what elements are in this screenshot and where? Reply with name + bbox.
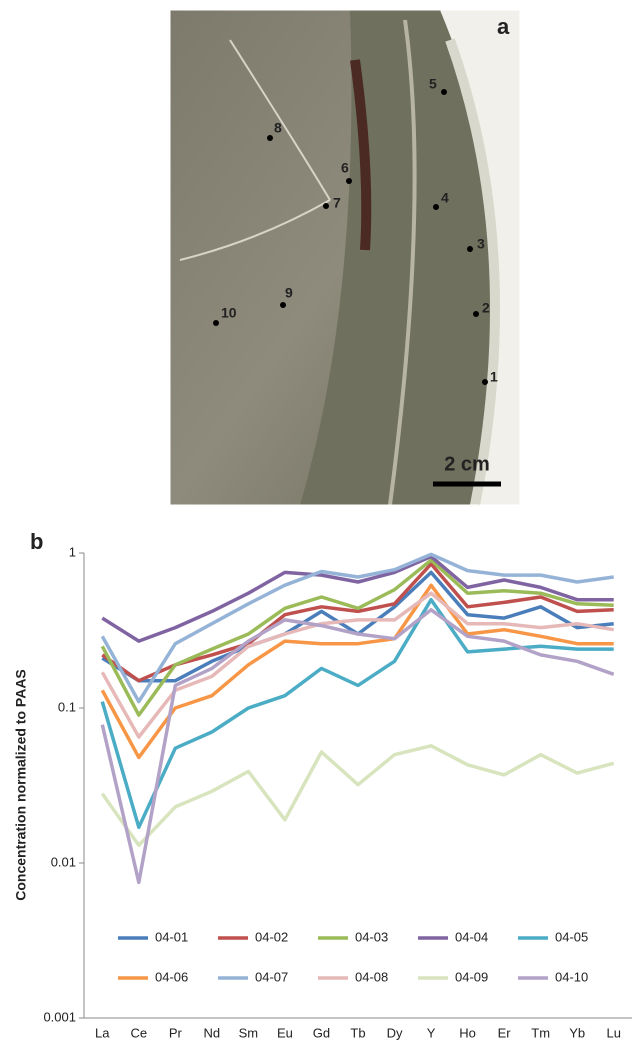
x-tick-label: Tm — [531, 1025, 550, 1040]
sample-dot — [267, 135, 273, 141]
sample-label: 2 — [482, 300, 490, 316]
x-tick-label: Y — [427, 1025, 436, 1040]
y-tick-label: 0.001 — [43, 1009, 76, 1024]
x-tick-label: Eu — [277, 1025, 293, 1040]
sample-label: 1 — [490, 369, 498, 385]
sample-label: 9 — [285, 285, 293, 301]
sample-label: 7 — [333, 195, 341, 211]
sample-dot — [280, 302, 286, 308]
x-tick-label: Ce — [130, 1025, 147, 1040]
x-tick-label: Dy — [387, 1025, 403, 1040]
x-tick-label: La — [95, 1025, 110, 1040]
sample-dot — [467, 246, 473, 252]
legend-label: 04-08 — [355, 969, 388, 984]
x-tick-label: Yb — [569, 1025, 585, 1040]
y-tick-label: 0.1 — [58, 699, 76, 714]
x-tick-label: Gd — [313, 1025, 330, 1040]
x-tick-label: Tb — [350, 1025, 365, 1040]
figure: a 1 2 3 4 5 6 7 8 9 10 2 cm b Concentrat… — [0, 0, 635, 1042]
sample-dot — [433, 204, 439, 210]
x-tick-label: Nd — [204, 1025, 221, 1040]
sample-label: 10 — [221, 305, 237, 321]
sample-dot — [213, 320, 219, 326]
sample-dot — [441, 89, 447, 95]
legend-label: 04-02 — [255, 929, 288, 944]
y-tick-label: 0.01 — [51, 854, 76, 869]
legend-label: 04-10 — [555, 969, 588, 984]
y-tick-label: 1 — [69, 544, 76, 559]
sample-dot — [323, 203, 329, 209]
sample-label: 3 — [477, 236, 485, 252]
legend-label: 04-05 — [555, 929, 588, 944]
legend-label: 04-03 — [355, 929, 388, 944]
legend-label: 04-01 — [155, 929, 188, 944]
sample-label: 6 — [341, 160, 349, 176]
panel-label: a — [497, 14, 510, 39]
sample-dot — [473, 311, 479, 317]
sample-label: 5 — [429, 76, 437, 92]
legend-label: 04-07 — [255, 969, 288, 984]
sample-label: 4 — [441, 190, 449, 206]
sample-label: 8 — [274, 120, 282, 136]
sample-dot — [482, 379, 488, 385]
legend-label: 04-06 — [155, 969, 188, 984]
panel-label: b — [30, 529, 43, 554]
y-axis-label: Concentration normalized to PAAS — [13, 669, 29, 901]
x-tick-label: Ho — [459, 1025, 476, 1040]
scale-label: 2 cm — [444, 453, 490, 475]
x-tick-label: Lu — [606, 1025, 620, 1040]
photo — [170, 10, 520, 505]
x-tick-label: Sm — [239, 1025, 259, 1040]
legend-label: 04-04 — [455, 929, 488, 944]
legend-label: 04-09 — [455, 969, 488, 984]
series-line — [102, 746, 613, 846]
x-tick-label: Pr — [169, 1025, 183, 1040]
sample-dot — [346, 178, 352, 184]
x-tick-label: Er — [498, 1025, 512, 1040]
